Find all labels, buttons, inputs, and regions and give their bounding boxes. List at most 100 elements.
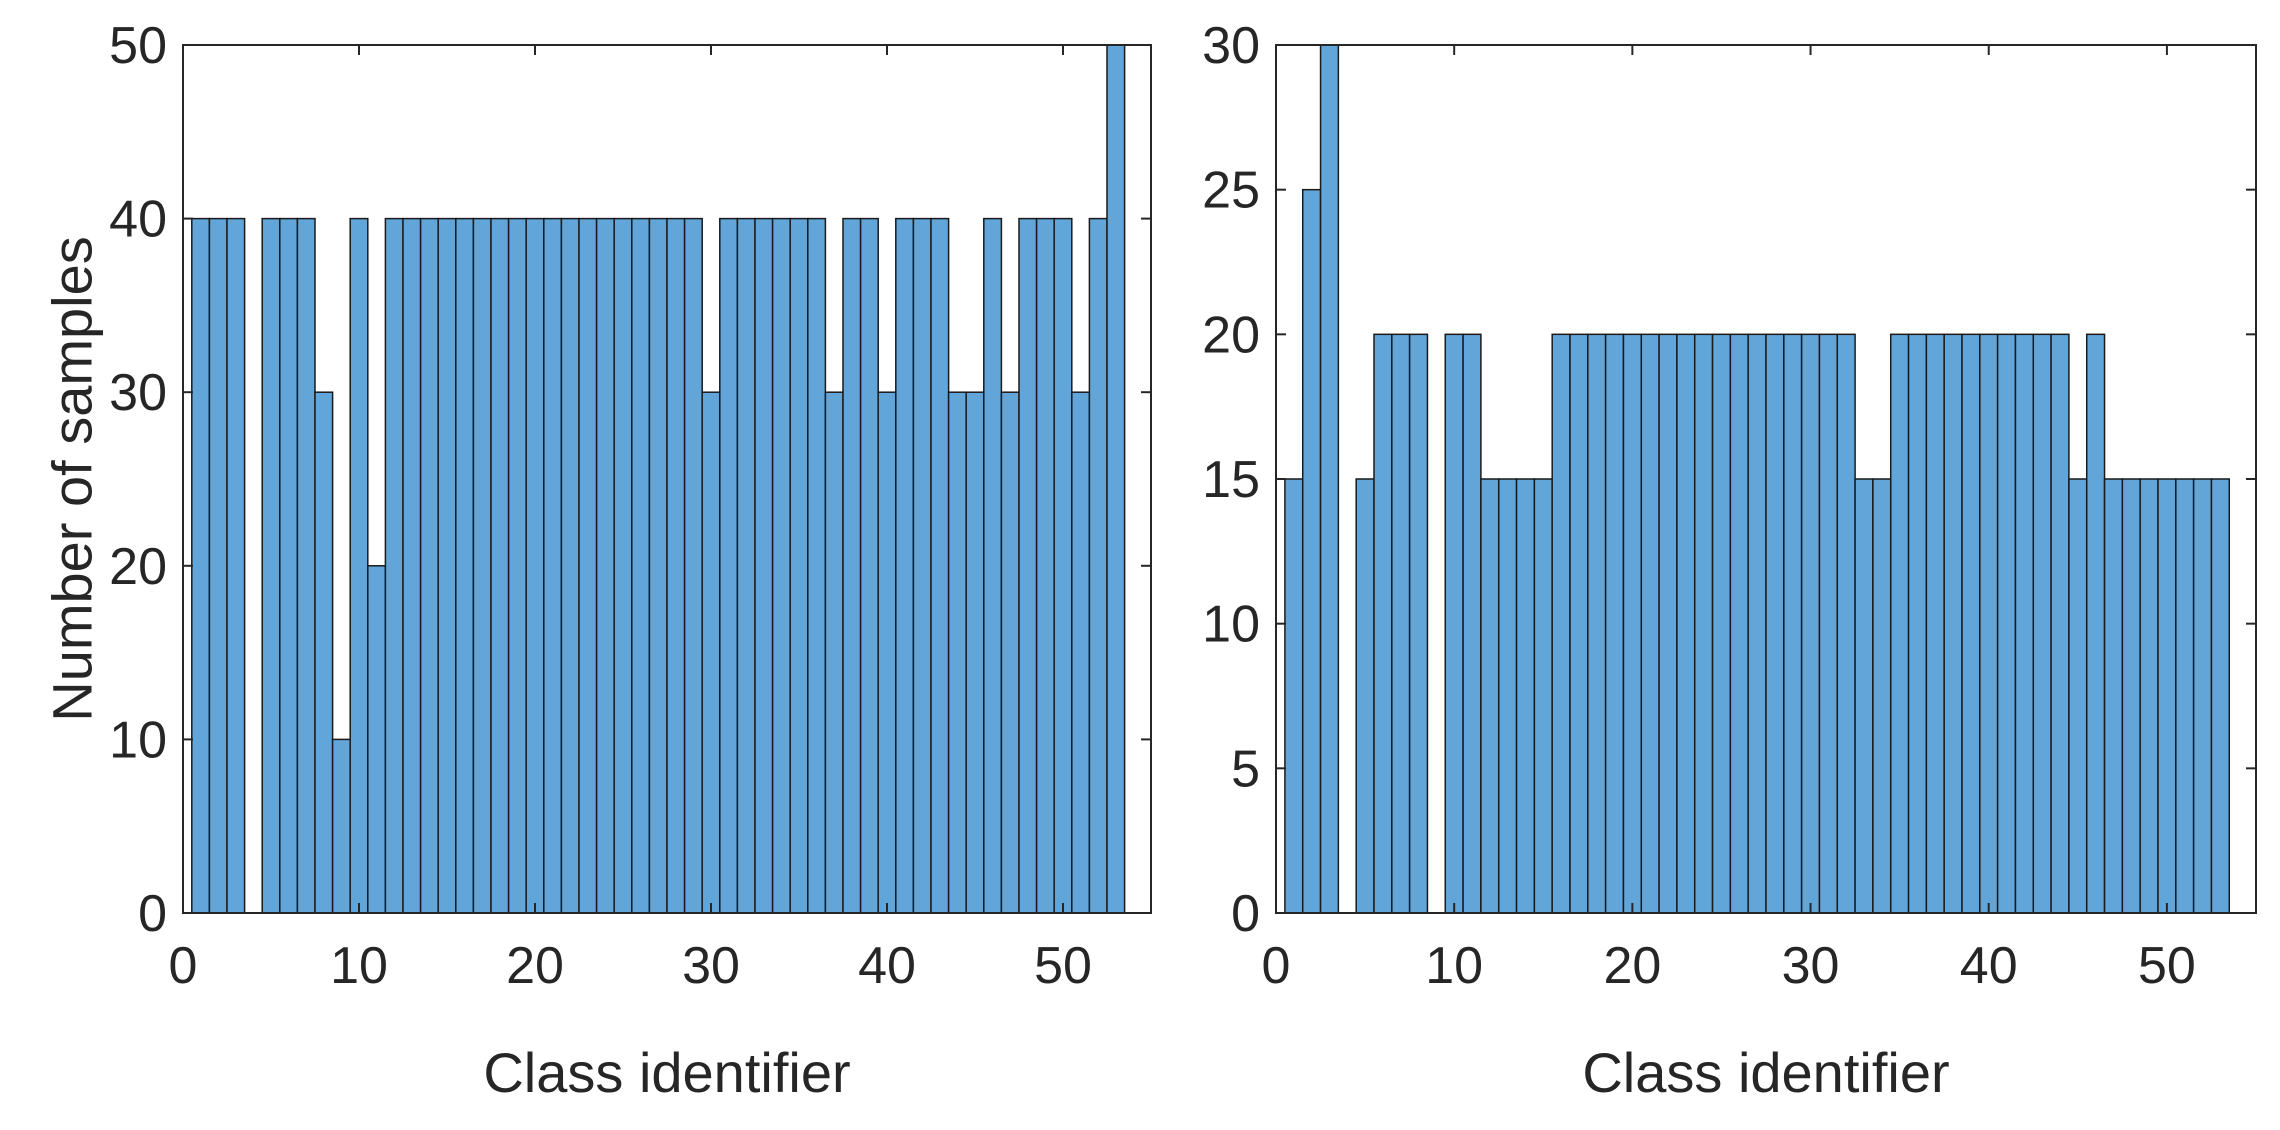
right-bar-class-34 xyxy=(1872,478,1892,914)
right-bar-class-10 xyxy=(1444,333,1464,914)
left-y-tick-label: 50 xyxy=(109,17,167,75)
left-bar-class-36 xyxy=(807,217,827,914)
right-bar-class-46 xyxy=(2085,333,2106,914)
right-bar-class-52 xyxy=(2192,478,2213,914)
right-bar-class-25 xyxy=(1711,333,1732,914)
left-bar-class-3 xyxy=(226,217,246,914)
left-bar-class-10 xyxy=(349,217,369,914)
left-bar-class-18 xyxy=(490,217,510,914)
right-y-tick-label: 20 xyxy=(1202,306,1260,364)
right-bar-class-13 xyxy=(1497,478,1518,914)
left-bar-class-25 xyxy=(613,217,633,914)
left-bar-class-31 xyxy=(719,217,739,914)
left-bar-class-15 xyxy=(437,217,457,914)
right-bar-class-37 xyxy=(1925,333,1945,914)
left-bar-class-52 xyxy=(1088,217,1108,914)
left-bar-class-35 xyxy=(789,217,809,914)
left-bar-class-28 xyxy=(666,217,686,914)
left-bar-class-32 xyxy=(736,217,756,914)
right-y-tick-label: 0 xyxy=(1231,885,1260,943)
left-bar-class-48 xyxy=(1018,217,1038,914)
right-bar-class-47 xyxy=(2103,478,2124,914)
right-bar-class-33 xyxy=(1854,478,1874,914)
left-bar-class-41 xyxy=(895,217,915,914)
right-bar-class-8 xyxy=(1408,333,1429,914)
left-bar-class-50 xyxy=(1053,217,1073,914)
left-bar-class-37 xyxy=(824,391,844,914)
right-bar-class-31 xyxy=(1818,333,1839,914)
left-bar-class-46 xyxy=(983,217,1003,914)
left-bar-class-5 xyxy=(261,217,281,914)
right-bar-class-45 xyxy=(2068,478,2088,914)
right-y-tick-label: 10 xyxy=(1202,596,1260,654)
right-histogram-bars xyxy=(1284,44,2231,914)
left-bar-class-22 xyxy=(560,217,580,914)
left-bar-class-40 xyxy=(877,391,897,914)
left-y-tick-label: 40 xyxy=(109,191,167,249)
right-x-tick-label: 0 xyxy=(1262,937,1291,995)
left-x-axis-label: Class identifier xyxy=(483,1041,850,1104)
left-y-axis-label: Number of samples xyxy=(41,236,104,722)
right-axis-ticks: 0 10 20 30 40 50 0 5 10 15 20 25 30 xyxy=(1202,17,2256,995)
left-bar-class-47 xyxy=(1000,391,1020,914)
right-bar-class-15 xyxy=(1533,478,1553,914)
left-x-tick-label: 0 xyxy=(169,937,198,995)
right-bar-class-38 xyxy=(1943,333,1963,914)
left-x-tick-label: 40 xyxy=(858,937,916,995)
right-bar-class-30 xyxy=(1800,333,1821,914)
right-bar-class-50 xyxy=(2157,478,2177,914)
right-x-tick-label: 20 xyxy=(1603,937,1661,995)
left-bar-class-38 xyxy=(842,217,862,914)
left-bar-class-42 xyxy=(912,217,932,914)
left-bar-class-26 xyxy=(631,217,651,914)
right-bar-class-26 xyxy=(1729,333,1749,914)
right-bar-class-40 xyxy=(1979,333,1999,914)
right-bar-class-2 xyxy=(1301,188,1322,914)
right-bar-class-5 xyxy=(1355,478,1375,914)
left-bar-class-12 xyxy=(384,217,404,914)
right-bar-class-20 xyxy=(1622,333,1643,914)
left-bar-class-9 xyxy=(331,738,351,914)
left-bar-class-17 xyxy=(472,217,492,914)
right-bar-class-22 xyxy=(1658,333,1678,914)
right-y-tick-label: 5 xyxy=(1231,740,1260,798)
right-bar-class-3 xyxy=(1319,44,1340,914)
right-bar-class-14 xyxy=(1515,478,1536,914)
right-bar-class-6 xyxy=(1373,333,1393,914)
left-bar-class-2 xyxy=(208,217,228,914)
right-bar-class-42 xyxy=(2014,333,2035,914)
right-bar-class-51 xyxy=(2175,478,2195,914)
left-bar-class-27 xyxy=(648,217,668,914)
right-bar-class-1 xyxy=(1284,478,1304,914)
left-plot-frame xyxy=(182,44,1152,914)
left-bar-class-30 xyxy=(701,391,721,914)
right-bar-class-18 xyxy=(1587,333,1607,914)
right-bar-class-17 xyxy=(1569,333,1589,914)
left-histogram-bars xyxy=(191,44,1126,914)
right-bar-class-41 xyxy=(1996,333,2017,914)
left-bar-class-11 xyxy=(367,565,387,914)
right-bar-class-36 xyxy=(1907,333,1928,914)
right-bar-class-49 xyxy=(2139,478,2159,914)
right-bar-class-16 xyxy=(1551,333,1571,914)
left-bar-class-8 xyxy=(314,391,334,914)
right-bar-class-27 xyxy=(1747,333,1767,914)
left-bar-class-44 xyxy=(947,391,967,914)
left-x-tick-label: 10 xyxy=(330,937,388,995)
right-bar-class-32 xyxy=(1836,333,1856,914)
right-y-tick-label: 25 xyxy=(1202,162,1260,220)
left-y-tick-label: 30 xyxy=(109,364,167,422)
right-bar-class-24 xyxy=(1693,333,1714,914)
left-x-tick-label: 30 xyxy=(682,937,740,995)
left-bar-class-53 xyxy=(1106,44,1126,914)
right-x-tick-label: 50 xyxy=(2138,937,2196,995)
right-bar-class-19 xyxy=(1604,333,1625,914)
right-x-axis-label: Class identifier xyxy=(1582,1041,1949,1104)
right-bar-class-23 xyxy=(1676,333,1696,914)
left-bar-class-6 xyxy=(279,217,299,914)
left-bar-class-24 xyxy=(595,217,615,914)
right-bar-class-35 xyxy=(1889,333,1910,914)
left-axis-ticks: 0 10 20 30 40 50 0 10 20 30 40 50 xyxy=(109,17,1151,995)
